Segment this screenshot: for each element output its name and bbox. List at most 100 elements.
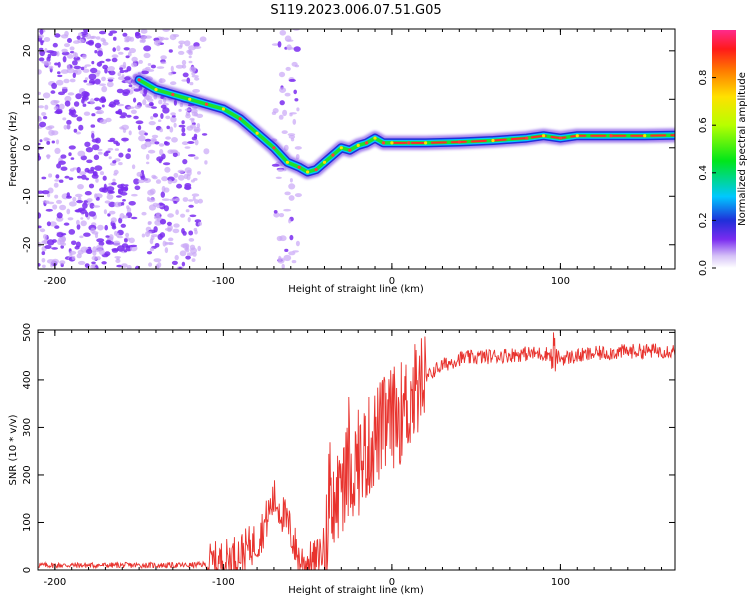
scatter-blob bbox=[75, 209, 81, 213]
scatter-blob bbox=[90, 166, 95, 171]
scatter-blob bbox=[116, 195, 122, 198]
scatter-blob bbox=[92, 250, 97, 256]
scatter-blob bbox=[64, 43, 70, 48]
scatter-blob bbox=[54, 62, 59, 66]
scatter-blob bbox=[191, 118, 195, 124]
scatter-blob bbox=[56, 232, 64, 238]
scatter-blob bbox=[160, 191, 165, 198]
scatter-blob bbox=[278, 213, 285, 218]
scatter-blob bbox=[55, 79, 64, 86]
scatter-blob bbox=[68, 152, 72, 157]
scatter-blob bbox=[117, 72, 122, 77]
scatter-blob bbox=[73, 65, 82, 70]
scatter-blob bbox=[273, 210, 278, 214]
scatter-blob bbox=[191, 75, 199, 78]
scatter-blob bbox=[156, 40, 161, 47]
scatter-blob bbox=[151, 174, 157, 179]
scatter-blob bbox=[160, 104, 167, 109]
scatter-blob bbox=[169, 198, 177, 202]
scatter-blob bbox=[290, 137, 295, 142]
spectrogram-scatter bbox=[38, 29, 302, 269]
scatter-blob bbox=[108, 201, 116, 208]
ridge-knot bbox=[137, 78, 141, 82]
scatter-blob bbox=[115, 232, 120, 238]
scatter-blob bbox=[104, 224, 108, 231]
scatter-blob bbox=[136, 171, 143, 177]
scatter-blob bbox=[193, 45, 202, 50]
scatter-blob bbox=[72, 51, 77, 58]
scatter-blob bbox=[141, 233, 146, 238]
scatter-blob bbox=[43, 234, 48, 240]
scatter-blob bbox=[169, 126, 174, 133]
scatter-blob bbox=[177, 169, 185, 174]
scatter-blob bbox=[197, 245, 201, 252]
scatter-blob bbox=[126, 265, 132, 269]
scatter-blob bbox=[295, 154, 300, 160]
scatter-blob bbox=[164, 247, 169, 254]
scatter-blob bbox=[111, 54, 119, 59]
scatter-blob bbox=[83, 79, 88, 83]
spectrogram-y-tick-label: 20 bbox=[22, 44, 33, 57]
ridge-knot bbox=[255, 131, 259, 135]
scatter-blob bbox=[68, 229, 76, 235]
scatter-blob bbox=[42, 200, 50, 203]
scatter-blob bbox=[96, 61, 103, 67]
scatter-blob bbox=[149, 247, 155, 252]
scatter-blob bbox=[174, 254, 179, 261]
scatter-blob bbox=[275, 176, 282, 179]
scatter-blob bbox=[155, 179, 162, 184]
scatter-blob bbox=[89, 202, 95, 209]
scatter-blob bbox=[67, 38, 72, 43]
scatter-blob bbox=[289, 113, 293, 117]
scatter-blob bbox=[56, 51, 60, 57]
scatter-blob bbox=[164, 227, 172, 231]
ridge-knot bbox=[314, 168, 318, 172]
scatter-blob bbox=[94, 193, 98, 199]
scatter-blob bbox=[193, 227, 198, 232]
scatter-blob bbox=[89, 98, 95, 105]
scatter-blob bbox=[66, 119, 72, 125]
scatter-blob bbox=[141, 211, 147, 216]
snr-x-tick-label: -100 bbox=[212, 577, 235, 588]
scatter-blob bbox=[185, 209, 190, 213]
scatter-blob bbox=[112, 178, 116, 183]
scatter-blob bbox=[99, 119, 108, 125]
scatter-blob bbox=[76, 35, 81, 40]
scatter-blob bbox=[131, 193, 138, 197]
scatter-blob bbox=[180, 213, 186, 218]
scatter-blob bbox=[99, 249, 105, 256]
scatter-blob bbox=[160, 113, 164, 119]
ridge-knot bbox=[424, 141, 428, 145]
scatter-blob bbox=[112, 222, 116, 228]
scatter-blob bbox=[94, 78, 101, 85]
scatter-blob bbox=[193, 133, 198, 139]
scatter-blob bbox=[102, 64, 109, 70]
scatter-blob bbox=[296, 107, 300, 112]
scatter-blob bbox=[119, 213, 125, 220]
snr-line bbox=[38, 332, 675, 570]
scatter-blob bbox=[38, 69, 42, 75]
scatter-blob bbox=[181, 127, 186, 133]
scatter-blob bbox=[140, 29, 148, 34]
scatter-blob bbox=[153, 258, 162, 263]
scatter-blob bbox=[153, 215, 161, 221]
colorbar-label: Normalized spectral amplitude bbox=[737, 72, 748, 226]
scatter-blob bbox=[79, 235, 84, 239]
scatter-blob bbox=[93, 154, 100, 161]
scatter-blob bbox=[41, 190, 50, 195]
scatter-blob bbox=[155, 212, 161, 216]
scatter-blob bbox=[77, 150, 86, 157]
scatter-blob bbox=[159, 36, 166, 41]
scatter-blob bbox=[107, 66, 115, 72]
snr-y-tick-label: 500 bbox=[22, 323, 33, 342]
scatter-blob bbox=[91, 138, 99, 143]
scatter-blob bbox=[292, 250, 299, 253]
scatter-blob bbox=[102, 175, 107, 181]
scatter-blob bbox=[289, 178, 293, 183]
scatter-blob bbox=[138, 130, 147, 136]
spectrogram-y-tick-label: -10 bbox=[22, 188, 33, 204]
snr-y-tick-label: 300 bbox=[22, 418, 33, 437]
scatter-blob bbox=[83, 232, 91, 237]
